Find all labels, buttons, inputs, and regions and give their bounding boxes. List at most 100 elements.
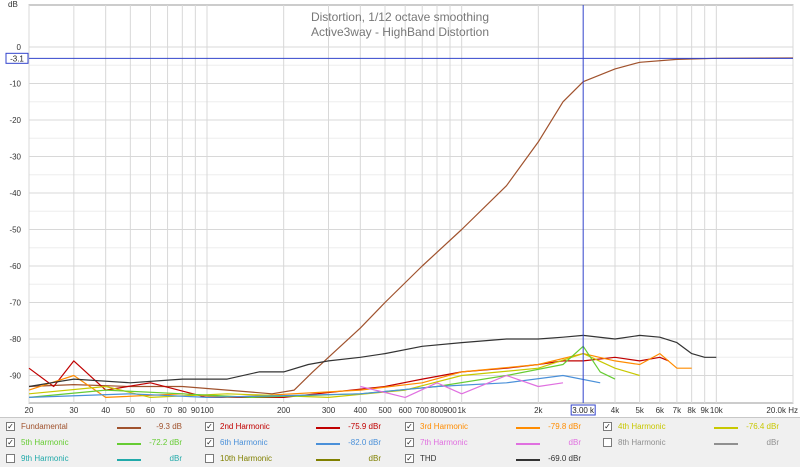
legend-checkbox-2nd-harmonic[interactable]: ✓ <box>205 422 214 431</box>
series-line-3rd-harmonic <box>28 353 692 398</box>
legend-swatch-3rd-harmonic <box>516 427 540 429</box>
series-line-6th-harmonic <box>28 374 601 398</box>
legend-item-6th-harmonic[interactable]: ✓ 6th Harmonic -82.0 dBr <box>205 436 395 452</box>
y-tick-label: -80 <box>9 335 21 344</box>
legend-value-4th-harmonic: -76.4 dBr <box>746 422 779 431</box>
legend-value-2nd-harmonic: -75.9 dBr <box>348 422 381 431</box>
legend-item-9th-harmonic[interactable]: 9th Harmonic dBr <box>6 452 196 468</box>
x-tick-label: 10k <box>710 406 724 415</box>
legend-label-7th-harmonic: 7th Harmonic <box>420 438 468 447</box>
legend-swatch-2nd-harmonic <box>316 427 340 429</box>
legend-label-10th-harmonic: 10th Harmonic <box>220 454 273 463</box>
legend-value-fundamental: -9.3 dB <box>156 422 182 431</box>
x-tick-label: 40 <box>101 406 110 415</box>
series-line-thd <box>28 334 717 388</box>
x-tick-label: 900 <box>443 406 457 415</box>
legend-item-3rd-harmonic[interactable]: ✓ 3rd Harmonic -79.8 dBr <box>405 420 595 436</box>
y-tick-label: -50 <box>9 226 21 235</box>
y-tick-label: -70 <box>9 299 21 308</box>
cursor-x-box <box>570 404 596 416</box>
legend-value-8th-harmonic: dBr <box>766 438 779 447</box>
cursor-y-box <box>5 52 29 64</box>
legend-checkbox-6th-harmonic[interactable]: ✓ <box>205 438 214 447</box>
y-tick-label: -10 <box>9 80 21 89</box>
legend-label-9th-harmonic: 9th Harmonic <box>21 454 69 463</box>
legend-label-8th-harmonic: 8th Harmonic <box>618 438 666 447</box>
legend-checkbox-10th-harmonic[interactable] <box>205 454 214 463</box>
x-tick-label: 30 <box>69 406 78 415</box>
legend-swatch-thd <box>516 459 540 461</box>
x-tick-label: 600 <box>398 406 412 415</box>
y-tick-label: -20 <box>9 116 21 125</box>
cursor-x-label: 3.00 k <box>572 406 595 415</box>
legend-item-10th-harmonic[interactable]: 10th Harmonic dBr <box>205 452 395 468</box>
series-line-7th-harmonic <box>360 374 564 398</box>
legend-value-5th-harmonic: -72.2 dBr <box>149 438 182 447</box>
x-tick-label: 20 <box>25 406 34 415</box>
x-tick-label: 1k <box>457 406 466 415</box>
series-line-fundamental <box>28 57 794 395</box>
legend-swatch-6th-harmonic <box>316 443 340 445</box>
legend-item-4th-harmonic[interactable]: ✓ 4th Harmonic -76.4 dBr <box>603 420 793 436</box>
legend-label-fundamental: Fundamental <box>21 422 68 431</box>
legend-checkbox-7th-harmonic[interactable]: ✓ <box>405 438 414 447</box>
legend-checkbox-fundamental[interactable]: ✓ <box>6 422 15 431</box>
legend-swatch-fundamental <box>117 427 141 429</box>
y-tick-label: -30 <box>9 153 21 162</box>
legend-value-9th-harmonic: dBr <box>169 454 182 463</box>
x-tick-label: 200 <box>277 406 291 415</box>
legend-value-7th-harmonic: dBr <box>568 438 581 447</box>
legend-item-2nd-harmonic[interactable]: ✓ 2nd Harmonic -75.9 dBr <box>205 420 395 436</box>
chart-title: Distortion, 1/12 octave smoothing <box>311 10 489 24</box>
x-tick-label: 100 <box>200 406 214 415</box>
x-tick-label: 90 <box>191 406 200 415</box>
legend-value-3rd-harmonic: -79.8 dBr <box>548 422 581 431</box>
x-tick-label: 5k <box>635 406 644 415</box>
x-tick-label: 4k <box>611 406 620 415</box>
x-tick-label: 7k <box>673 406 682 415</box>
y-tick-label: -40 <box>9 189 21 198</box>
chart-background <box>0 0 800 417</box>
y-tick-label: -60 <box>9 262 21 271</box>
legend-value-6th-harmonic: -82.0 dBr <box>348 438 381 447</box>
legend-checkbox-3rd-harmonic[interactable]: ✓ <box>405 422 414 431</box>
legend-swatch-8th-harmonic <box>714 443 738 445</box>
legend-item-thd[interactable]: ✓ THD -69.0 dBr <box>405 452 595 468</box>
legend-checkbox-9th-harmonic[interactable] <box>6 454 15 463</box>
chart-subtitle: Active3way - HighBand Distortion <box>311 25 489 39</box>
legend-swatch-5th-harmonic <box>117 443 141 445</box>
x-tick-label: 8k <box>687 406 696 415</box>
legend-panel: ✓ Fundamental -9.3 dB ✓ 2nd Harmonic -75.9 dB… <box>0 417 800 467</box>
legend-item-5th-harmonic[interactable]: ✓ 5th Harmonic -72.2 dBr <box>6 436 196 452</box>
distortion-chart[interactable]: 0 -10 -20 -30 -40 -50 -60 -70 -80 -90 20 30 40 50 60 7… <box>0 0 800 417</box>
x-tick-label: 80 <box>178 406 187 415</box>
cursor-y-label: -3.1 <box>10 54 24 63</box>
legend-value-10th-harmonic: dBr <box>368 454 381 463</box>
chart-cursor[interactable]: 3.00 k -3.1 <box>5 5 793 416</box>
x-axis-ticks: 20 30 40 50 60 70 80 90 100 200 300 400 500 600 700 800… <box>25 406 798 415</box>
y-tick-label: 0 <box>17 43 22 52</box>
x-tick-label: 700 <box>416 406 430 415</box>
legend-swatch-9th-harmonic <box>117 459 141 461</box>
x-tick-label: 500 <box>378 406 392 415</box>
legend-label-6th-harmonic: 6th Harmonic <box>220 438 268 447</box>
legend-item-fundamental[interactable]: ✓ Fundamental -9.3 dB <box>6 420 196 436</box>
x-tick-label: 70 <box>163 406 172 415</box>
legend-item-7th-harmonic[interactable]: ✓ 7th Harmonic dBr <box>405 436 595 452</box>
chart-series <box>28 57 794 398</box>
x-tick-label: 300 <box>322 406 336 415</box>
x-tick-label: 6k <box>656 406 665 415</box>
legend-checkbox-4th-harmonic[interactable]: ✓ <box>603 422 612 431</box>
y-tick-label: -90 <box>9 372 21 381</box>
legend-swatch-4th-harmonic <box>714 427 738 429</box>
legend-checkbox-5th-harmonic[interactable]: ✓ <box>6 438 15 447</box>
legend-checkbox-8th-harmonic[interactable] <box>603 438 612 447</box>
x-tick-label: 400 <box>354 406 368 415</box>
x-tick-label: 2k <box>534 406 543 415</box>
x-tick-label: 9k <box>700 406 709 415</box>
legend-label-3rd-harmonic: 3rd Harmonic <box>420 422 469 431</box>
legend-checkbox-thd[interactable]: ✓ <box>405 454 414 463</box>
chart-grid <box>28 4 794 404</box>
legend-value-thd: -69.0 dBr <box>548 454 581 463</box>
legend-item-8th-harmonic[interactable]: 8th Harmonic dBr <box>603 436 793 452</box>
